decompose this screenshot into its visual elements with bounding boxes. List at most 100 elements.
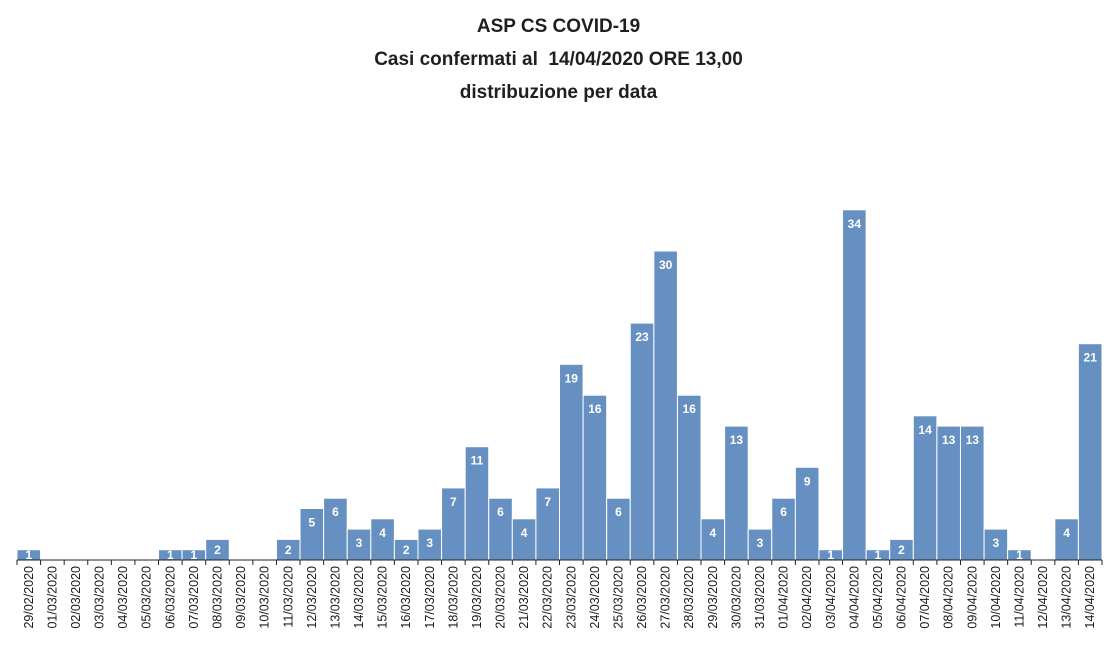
value-label-06-04-2020: 2: [898, 543, 905, 557]
x-tick-label-11-03-2020: 11/03/2020: [281, 566, 295, 628]
value-label-06-03-2020: 1: [167, 548, 174, 562]
bar-07-04-2020: [912, 415, 938, 561]
value-label-23-03-2020: 19: [565, 371, 579, 385]
bar-04-04-2020: [842, 209, 867, 561]
value-label-18-03-2020: 7: [450, 495, 457, 509]
x-tick-label-29-03-2020: 29/03/2020: [706, 566, 720, 629]
bar-23-03-2020: [559, 363, 584, 561]
x-tick-label-04-03-2020: 04/03/2020: [116, 566, 130, 629]
bar-14-04-2020: [1077, 343, 1103, 561]
bars-layer: [16, 209, 1103, 561]
x-tick-label-11-04-2020: 11/04/2020: [1012, 566, 1026, 628]
value-label-11-04-2020: 1: [1016, 548, 1023, 562]
value-label-13-03-2020: 6: [332, 505, 339, 519]
x-tick-label-13-04-2020: 13/04/2020: [1060, 566, 1074, 629]
bar-28-03-2020: [676, 394, 702, 561]
x-tick-label-10-03-2020: 10/03/2020: [258, 566, 272, 629]
x-tick-label-15-03-2020: 15/03/2020: [376, 566, 390, 629]
value-label-25-03-2020: 6: [615, 505, 622, 519]
value-label-22-03-2020: 7: [544, 495, 551, 509]
value-label-09-04-2020: 13: [966, 433, 980, 447]
value-label-14-04-2020: 21: [1084, 351, 1098, 365]
value-label-04-04-2020: 34: [848, 217, 862, 231]
value-label-17-03-2020: 3: [426, 536, 433, 550]
value-label-29-03-2020: 4: [709, 526, 716, 540]
value-label-02-04-2020: 9: [804, 474, 811, 488]
value-label-14-03-2020: 3: [356, 536, 363, 550]
x-tick-label-18-03-2020: 18/03/2020: [446, 566, 460, 629]
x-tick-label-17-03-2020: 17/03/2020: [423, 566, 437, 629]
chart-title-block: ASP CS COVID-19 Casi confermati al 14/04…: [0, 10, 1117, 109]
chart-subtitle-line-1: Casi confermati al 14/04/2020 ORE 13,00: [374, 49, 743, 70]
value-label-12-03-2020: 5: [308, 516, 315, 530]
value-label-28-03-2020: 16: [683, 402, 697, 416]
x-tick-label-01-04-2020: 01/04/2020: [777, 566, 791, 629]
value-label-03-04-2020: 1: [827, 548, 834, 562]
x-tick-label-02-03-2020: 02/03/2020: [69, 566, 83, 629]
x-tick-label-30-03-2020: 30/03/2020: [729, 566, 743, 629]
value-label-11-03-2020: 2: [285, 543, 292, 557]
x-ticks-layer: [16, 560, 1103, 565]
x-tick-label-10-04-2020: 10/04/2020: [989, 566, 1003, 629]
x-tick-label-28-03-2020: 28/03/2020: [682, 566, 696, 629]
chart-title: ASP CS COVID-19: [476, 16, 641, 37]
x-tick-label-03-03-2020: 03/03/2020: [93, 566, 107, 629]
x-tick-label-16-03-2020: 16/03/2020: [399, 566, 413, 629]
value-label-19-03-2020: 11: [471, 454, 484, 468]
x-tick-label-06-03-2020: 06/03/2020: [163, 566, 177, 629]
x-tick-label-08-03-2020: 08/03/2020: [210, 566, 224, 629]
x-tick-label-23-03-2020: 23/03/2020: [564, 566, 578, 629]
value-label-31-03-2020: 3: [757, 536, 764, 550]
value-label-21-03-2020: 4: [521, 526, 528, 540]
value-label-08-04-2020: 13: [942, 433, 956, 447]
value-label-16-03-2020: 2: [403, 543, 410, 557]
x-tick-label-19-03-2020: 19/03/2020: [470, 566, 484, 629]
x-tick-label-03-04-2020: 03/04/2020: [824, 566, 838, 629]
value-label-01-04-2020: 6: [780, 505, 787, 519]
value-label-07-03-2020: 1: [191, 548, 198, 562]
value-label-07-04-2020: 14: [918, 423, 932, 437]
value-label-13-04-2020: 4: [1063, 526, 1070, 540]
x-tick-label-29-02-2020: 29/02/2020: [22, 566, 36, 629]
x-tick-label-25-03-2020: 25/03/2020: [611, 566, 625, 629]
x-tick-label-08-04-2020: 08/04/2020: [942, 566, 956, 629]
value-label-08-03-2020: 2: [214, 543, 221, 557]
x-tick-label-26-03-2020: 26/03/2020: [635, 566, 649, 629]
x-tick-labels-layer: 29/02/2020 01/03/2020 02/03/2020 03/03/2020…: [22, 566, 1097, 629]
chart-subtitle-line-2: distribuzione per data: [459, 82, 658, 103]
value-label-24-03-2020: 16: [588, 402, 602, 416]
x-tick-label-06-04-2020: 06/04/2020: [895, 566, 909, 629]
value-label-26-03-2020: 23: [635, 330, 649, 344]
value-label-29-02-2020: 1: [25, 548, 32, 562]
x-tick-label-01-03-2020: 01/03/2020: [45, 566, 59, 629]
x-tick-label-31-03-2020: 31/03/2020: [753, 566, 767, 629]
x-tick-label-09-03-2020: 09/03/2020: [234, 566, 248, 629]
x-tick-label-22-03-2020: 22/03/2020: [541, 566, 555, 629]
x-tick-label-27-03-2020: 27/03/2020: [659, 566, 673, 629]
value-label-30-03-2020: 13: [730, 433, 744, 447]
x-tick-label-12-03-2020: 12/03/2020: [305, 566, 319, 629]
x-tick-label-14-03-2020: 14/03/2020: [352, 566, 366, 629]
x-tick-label-20-03-2020: 20/03/2020: [494, 566, 508, 629]
value-label-20-03-2020: 6: [497, 505, 504, 519]
x-tick-label-04-04-2020: 04/04/2020: [847, 566, 861, 629]
x-tick-label-05-03-2020: 05/03/2020: [140, 566, 154, 629]
x-tick-label-12-04-2020: 12/04/2020: [1036, 566, 1050, 629]
value-label-27-03-2020: 30: [659, 258, 673, 272]
bar-24-03-2020: [582, 394, 608, 561]
x-tick-label-24-03-2020: 24/03/2020: [588, 566, 602, 629]
x-tick-label-13-03-2020: 13/03/2020: [328, 566, 342, 629]
x-tick-label-02-04-2020: 02/04/2020: [800, 566, 814, 629]
value-label-15-03-2020: 4: [379, 526, 386, 540]
value-label-10-04-2020: 3: [993, 536, 1000, 550]
x-tick-label-07-04-2020: 07/04/2020: [918, 566, 932, 629]
x-tick-label-05-04-2020: 05/04/2020: [871, 566, 885, 629]
bar-27-03-2020: [653, 250, 678, 561]
bar-26-03-2020: [629, 322, 655, 561]
x-tick-label-07-03-2020: 07/03/2020: [187, 566, 201, 629]
value-label-05-04-2020: 1: [875, 548, 882, 562]
x-tick-label-21-03-2020: 21/03/2020: [517, 566, 531, 629]
x-tick-label-14-04-2020: 14/04/2020: [1083, 566, 1097, 629]
